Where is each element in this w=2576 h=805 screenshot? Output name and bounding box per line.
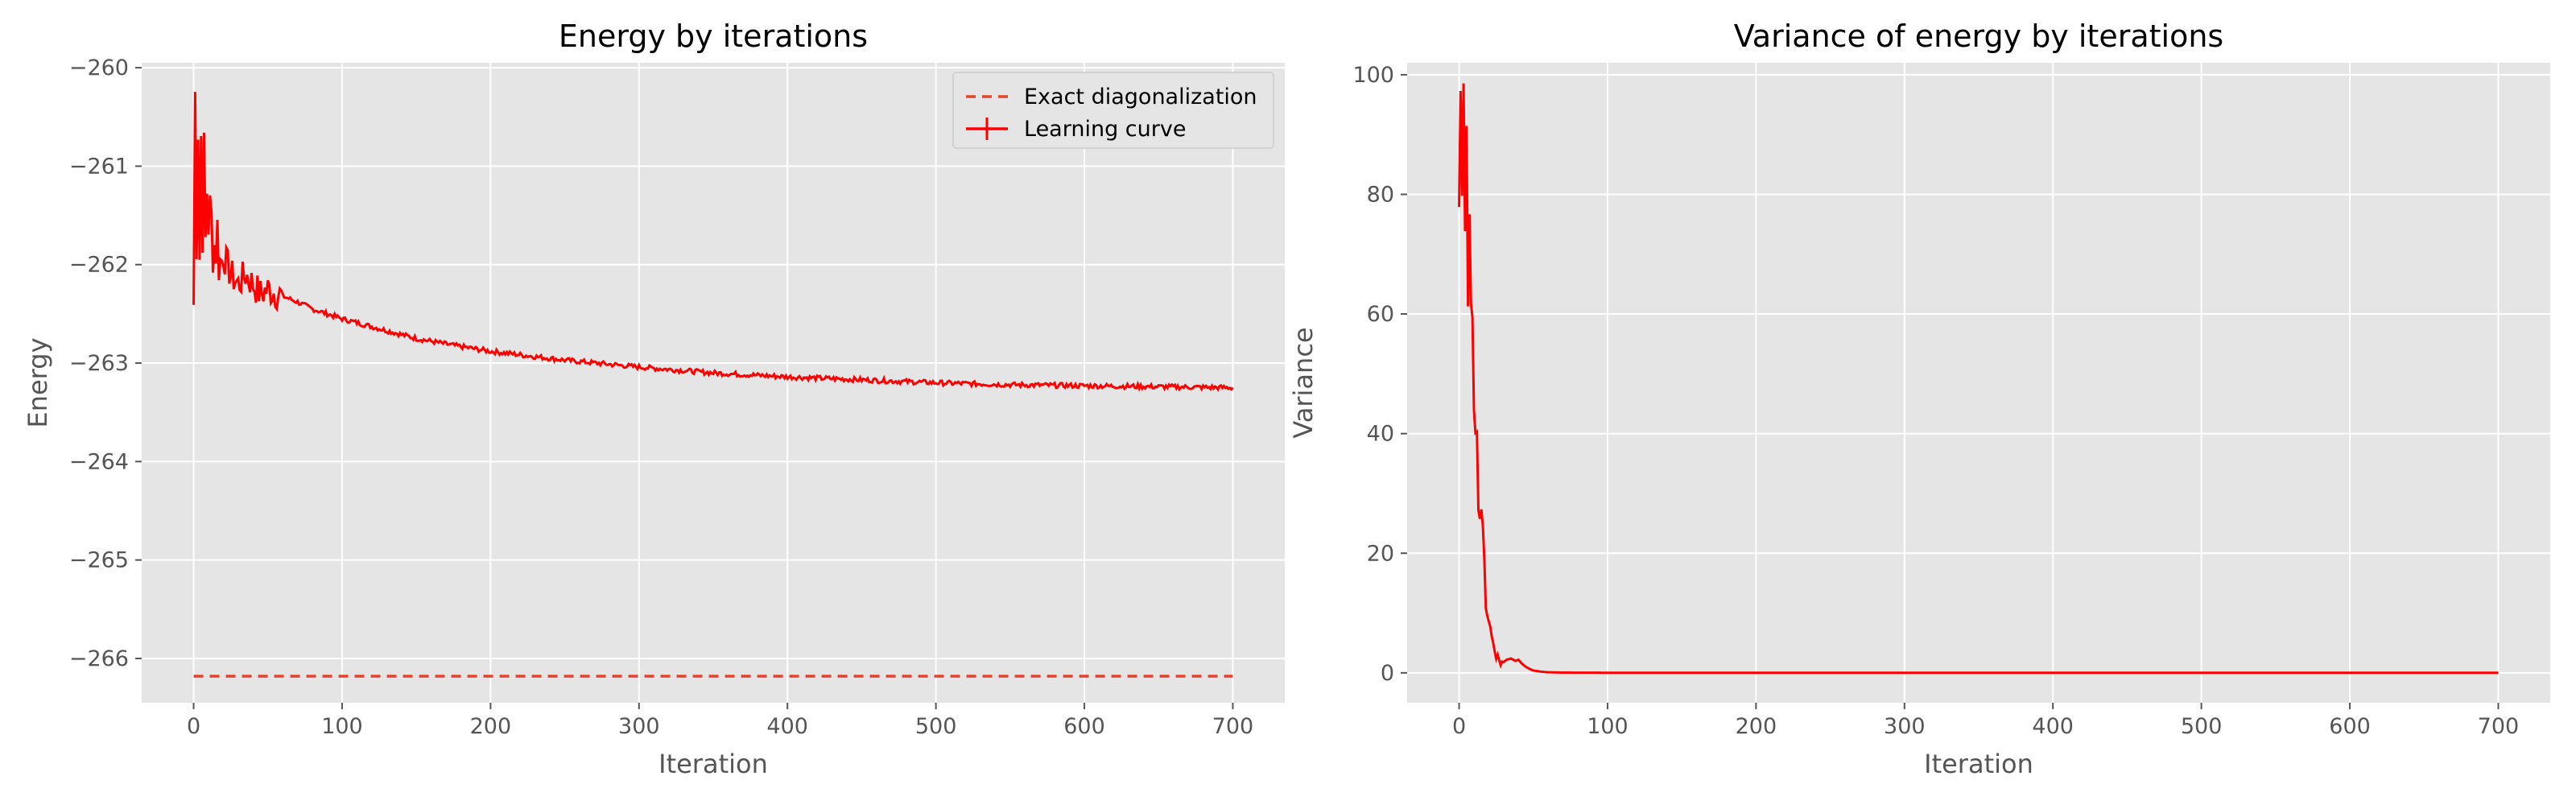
energy-tick-labels: 0 100 200 300 400 500 600 700 −266 −265 −264 −263 −2… — [69, 56, 1253, 739]
energy-chart: 0 100 200 300 400 500 600 700 −266 −265 −264 −263 −2… — [23, 19, 1285, 779]
y-tick-label: −265 — [69, 548, 129, 573]
y-tick-label: 80 — [1367, 182, 1394, 207]
y-tick-label: 20 — [1367, 541, 1394, 566]
variance-plot-area — [1407, 63, 2550, 703]
x-tick-label: 700 — [1212, 714, 1254, 739]
energy-x-axis-label: Iteration — [658, 749, 768, 779]
x-tick-label: 500 — [915, 714, 957, 739]
y-tick-label: 60 — [1367, 302, 1394, 327]
x-tick-label: 600 — [1063, 714, 1105, 739]
variance-x-axis-label: Iteration — [1924, 749, 2033, 779]
x-tick-label: 400 — [766, 714, 808, 739]
variance-chart: 0 100 200 300 400 500 600 700 0 20 40 60 80 100 Varia… — [1288, 19, 2550, 779]
x-tick-label: 0 — [1452, 714, 1466, 739]
x-tick-label: 100 — [321, 714, 363, 739]
series-line-series-0 — [1458, 83, 2499, 675]
y-tick-label: −261 — [69, 154, 129, 179]
y-tick-label: 40 — [1367, 422, 1394, 447]
energy-grid — [142, 63, 1285, 703]
x-tick-label: 200 — [1736, 714, 1777, 739]
x-tick-label: 200 — [470, 714, 512, 739]
variance-chart-title: Variance of energy by iterations — [1734, 19, 2223, 54]
y-tick-label: −263 — [69, 351, 129, 376]
x-tick-label: 300 — [618, 714, 660, 739]
y-tick-label: −264 — [69, 449, 129, 474]
energy-legend: Exact diagonalization Learning curve — [952, 72, 1274, 149]
variance-tick-labels: 0 100 200 300 400 500 600 700 0 20 40 60 80 100 — [1352, 63, 2519, 739]
x-tick-label: 0 — [187, 714, 200, 739]
y-tick-label: 0 — [1381, 661, 1394, 686]
y-tick-label: 100 — [1352, 63, 1394, 88]
energy-y-axis-label: Energy — [23, 337, 53, 427]
legend-box — [952, 72, 1274, 149]
variance-y-axis-label: Variance — [1288, 327, 1319, 438]
x-tick-label: 600 — [2329, 714, 2371, 739]
y-tick-label: −262 — [69, 253, 129, 278]
energy-chart-title: Energy by iterations — [559, 19, 868, 54]
variance-series — [1458, 83, 2499, 675]
x-tick-label: 400 — [2032, 714, 2074, 739]
energy-plot-area — [142, 63, 1285, 703]
y-tick-label: −260 — [69, 56, 129, 80]
x-tick-label: 100 — [1587, 714, 1629, 739]
y-tick-label: −266 — [69, 646, 129, 671]
x-tick-label: 700 — [2478, 714, 2520, 739]
series-line-learning-curve — [192, 92, 1234, 392]
x-tick-label: 500 — [2181, 714, 2223, 739]
legend-label-exact-diagonalization: Exact diagonalization — [1024, 85, 1257, 109]
x-tick-label: 300 — [1884, 714, 1926, 739]
legend-label-learning-curve: Learning curve — [1024, 117, 1186, 142]
energy-series — [192, 92, 1234, 678]
